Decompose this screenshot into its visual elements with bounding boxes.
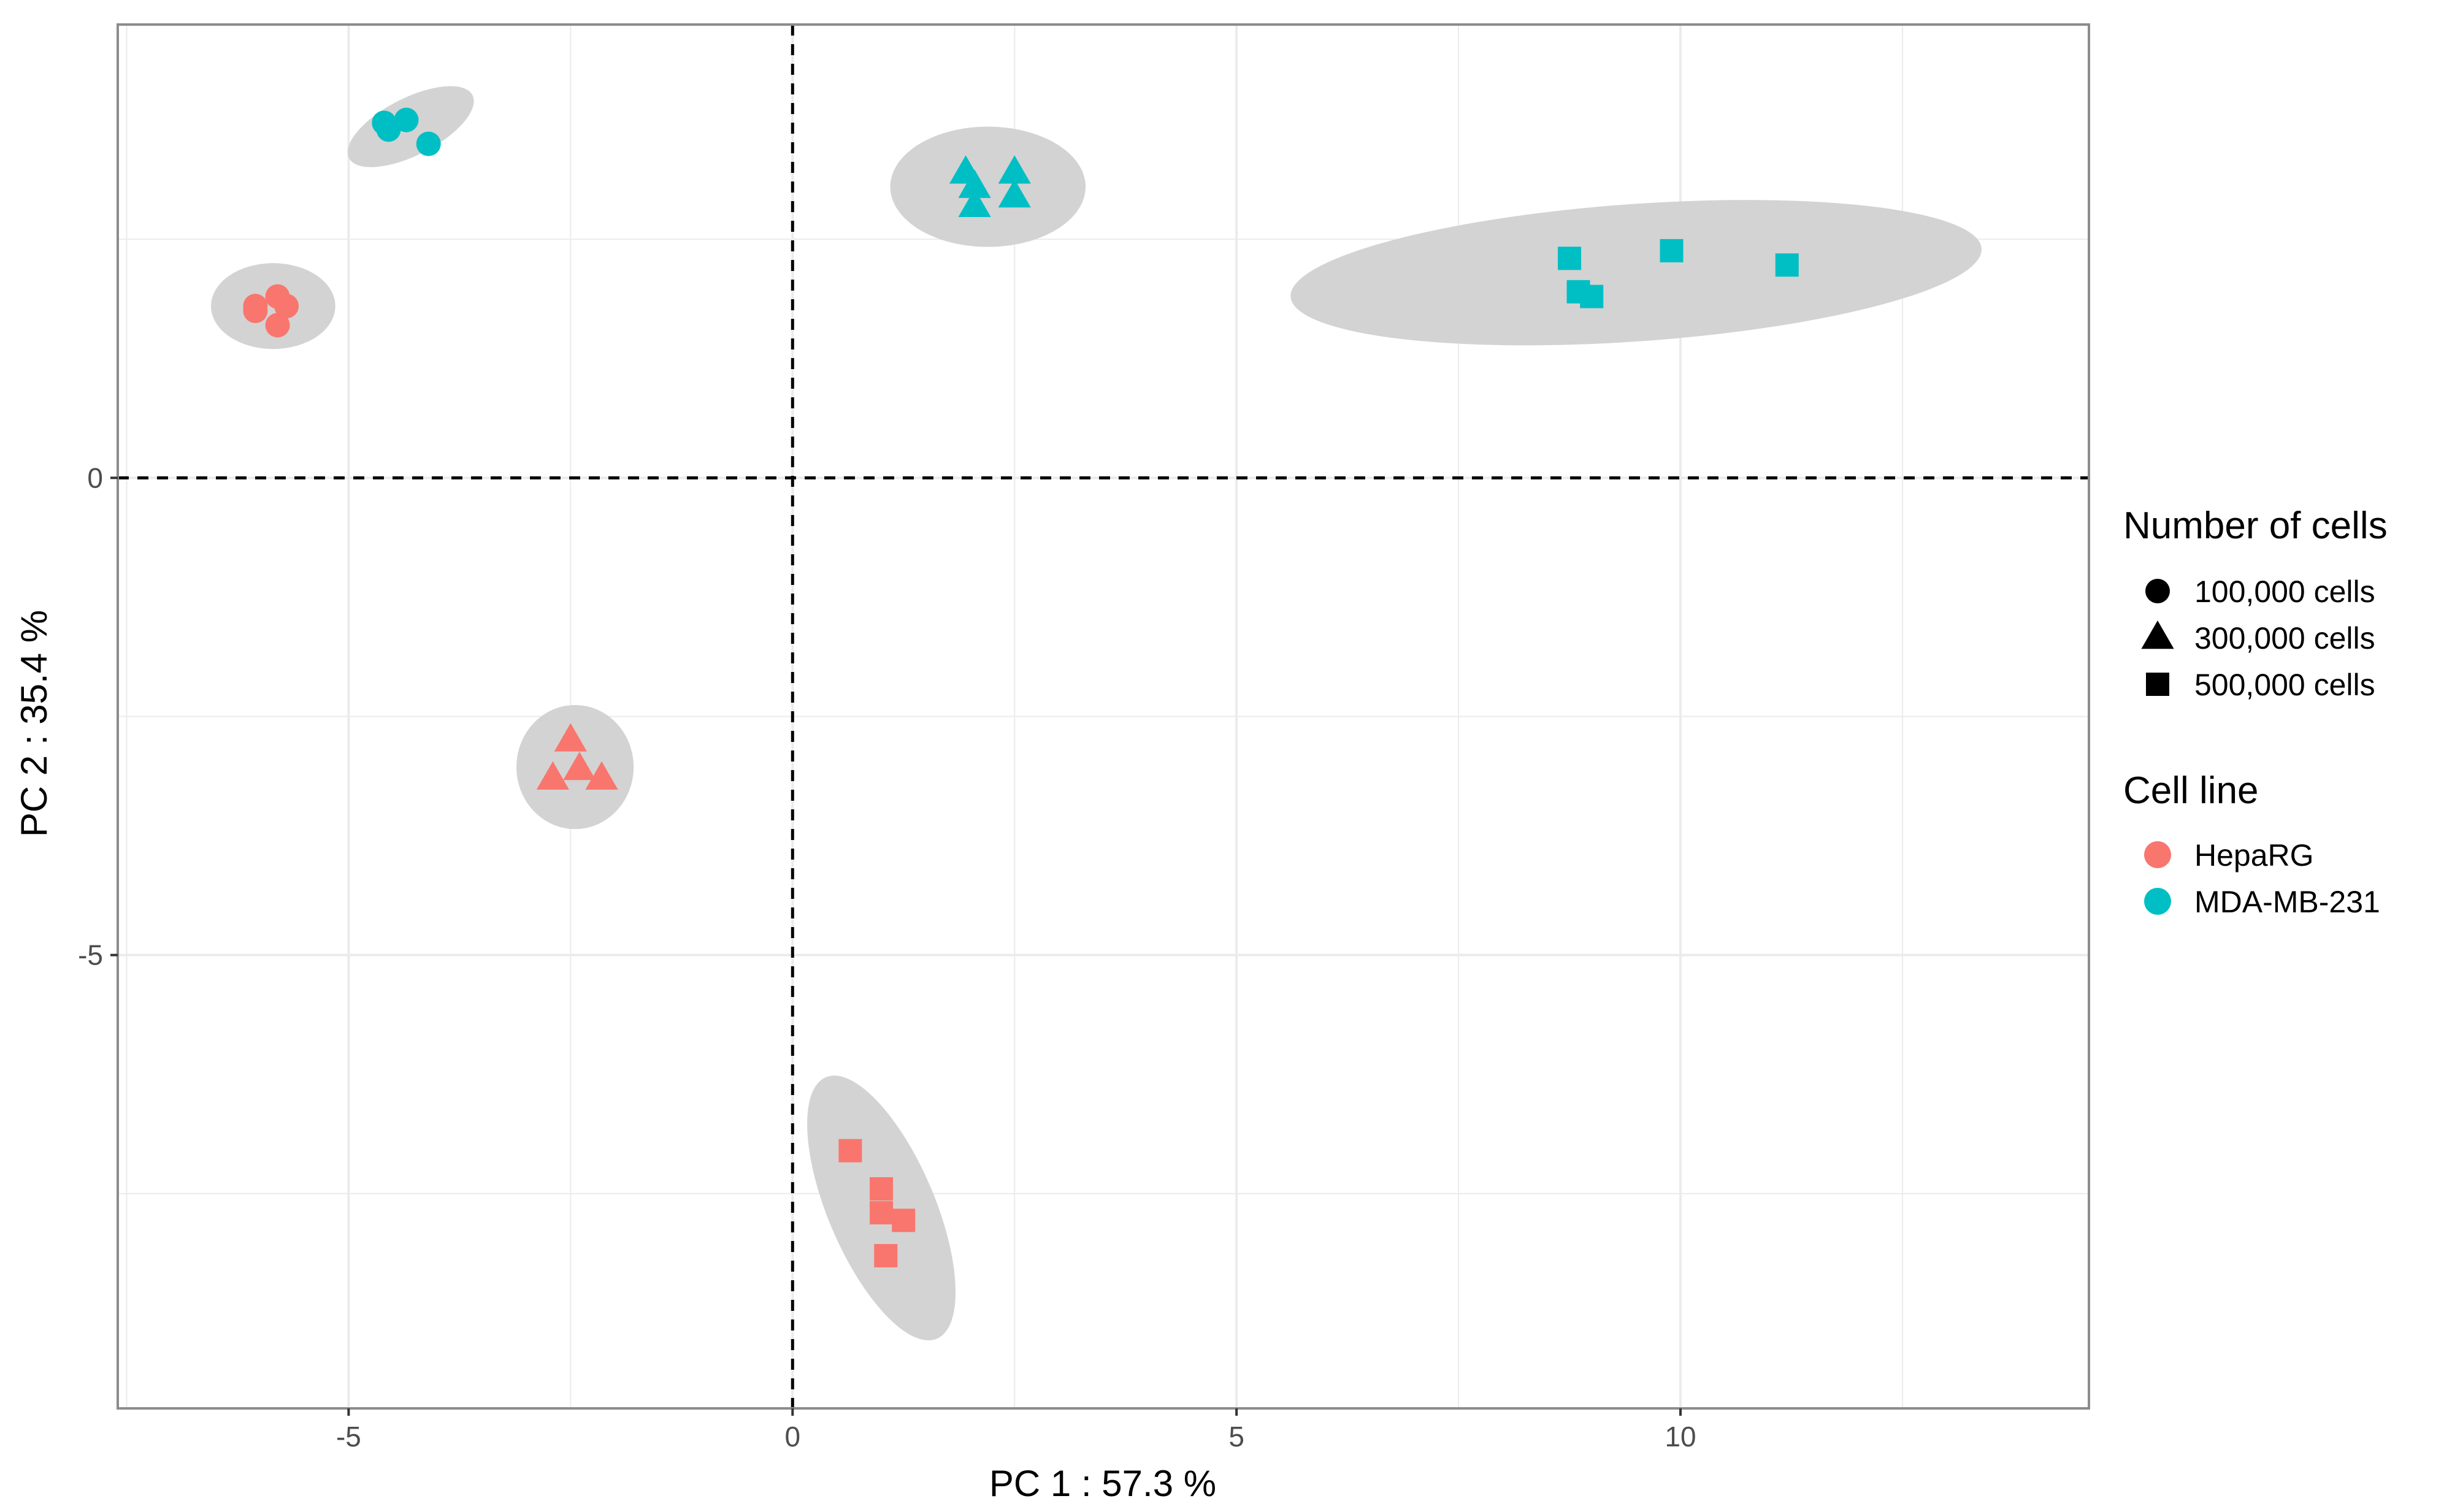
panel-border: [117, 23, 2090, 1410]
data-point-circle-heparg: [243, 298, 268, 323]
data-point-triangle-heparg: [585, 761, 618, 790]
legend-title-shape: Number of cells: [2123, 505, 2388, 547]
data-point-square-mda-mb-231: [1558, 246, 1582, 270]
legend-label-mda: MDA-MB-231: [2194, 885, 2380, 919]
confidence-ellipse-3: [1290, 200, 1982, 346]
plot-panel: [117, 23, 2090, 1410]
confidence-ellipse-2: [890, 126, 1086, 247]
legend-key-square: [2146, 673, 2169, 696]
data-point-circle-heparg: [274, 294, 299, 319]
y-tick-label: -5: [78, 939, 103, 971]
data-point-triangle-mda-mb-231: [958, 169, 991, 198]
legend-label-500k: 500,000 cells: [2194, 668, 2375, 702]
data-point-triangle-mda-mb-231: [958, 188, 991, 217]
y-tick-label: 0: [87, 462, 103, 494]
data-point-square-heparg: [892, 1208, 916, 1232]
legend-title-color: Cell line: [2123, 769, 2259, 812]
data-point-triangle-mda-mb-231: [998, 155, 1031, 184]
legend-label-100k: 100,000 cells: [2194, 575, 2375, 609]
data-point-triangle-mda-mb-231: [998, 179, 1031, 208]
data-point-square-heparg: [838, 1139, 862, 1163]
legend-key-circle: [2145, 579, 2170, 603]
legend-key-color-0: [2144, 841, 2171, 868]
data-point-triangle-heparg: [554, 723, 587, 752]
x-tick-label: 10: [1665, 1421, 1696, 1453]
data-point-square-mda-mb-231: [1660, 239, 1684, 262]
data-point-square-heparg: [870, 1201, 894, 1224]
data-point-square-mda-mb-231: [1580, 284, 1604, 308]
data-point-circle-mda-mb-231: [394, 107, 419, 132]
y-axis-title: PC 2 : 35.4 %: [13, 610, 55, 837]
data-point-square-mda-mb-231: [1775, 253, 1799, 277]
x-tick-label: 5: [1228, 1421, 1244, 1453]
data-point-square-heparg: [870, 1177, 894, 1201]
x-tick-label: -5: [336, 1421, 361, 1453]
legend-key-triangle: [2141, 620, 2174, 649]
data-point-circle-heparg: [265, 313, 290, 338]
legend: Number of cells 100,000 cells 300,000 ce…: [2123, 505, 2388, 919]
legend-key-color-1: [2144, 888, 2171, 915]
legend-label-heparg: HepaRG: [2194, 838, 2314, 872]
data-point-triangle-heparg: [563, 752, 596, 781]
data-point-square-heparg: [874, 1243, 898, 1267]
data-point-triangle-heparg: [536, 761, 569, 790]
axes: PC 1 : 57.3 % PC 2 : 35.4 % -5 0 5 10 -5 0: [13, 462, 1696, 1504]
legend-label-300k: 300,000 cells: [2194, 621, 2375, 655]
data-point-circle-mda-mb-231: [416, 131, 441, 156]
x-axis-title: PC 1 : 57.3 %: [989, 1463, 1216, 1504]
x-tick-label: 0: [784, 1421, 800, 1453]
